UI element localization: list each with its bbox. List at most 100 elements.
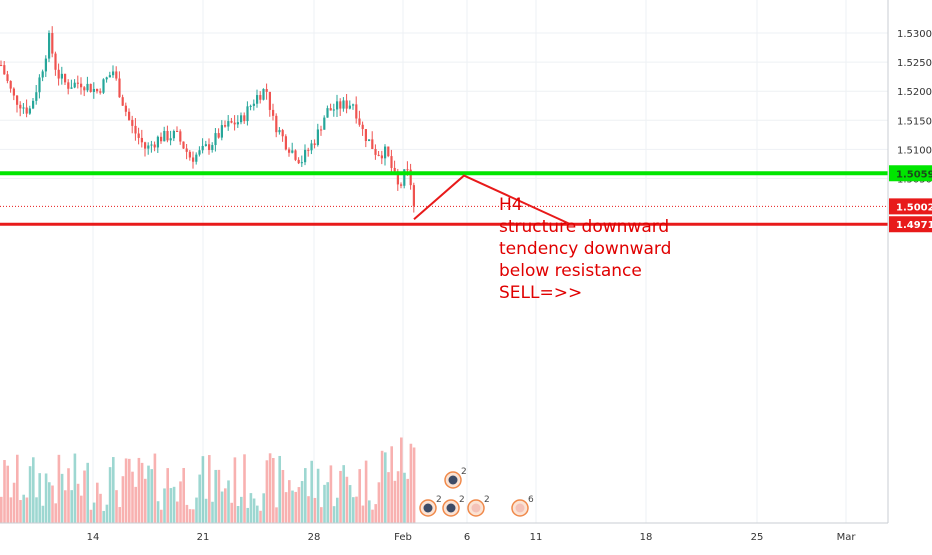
- candle-body: [73, 82, 76, 88]
- volume-bar: [262, 493, 265, 523]
- candle-body: [316, 129, 319, 145]
- candle-body: [115, 71, 118, 79]
- volume-bar: [70, 490, 73, 523]
- volume-bar: [208, 455, 211, 523]
- current-price-label: 1.49714: [896, 220, 932, 231]
- volume-bar: [348, 485, 352, 523]
- candle-body: [57, 69, 60, 79]
- annotation-line: H4: [499, 195, 523, 215]
- annotation-line: tendency downward: [499, 239, 671, 259]
- volume-bar: [156, 501, 160, 523]
- volume-bar: [294, 491, 297, 523]
- candle-body: [339, 101, 342, 109]
- x-tick-label: Feb: [394, 532, 412, 543]
- volume-bar: [256, 505, 259, 523]
- x-tick-label: 18: [640, 532, 653, 543]
- volume-bar: [92, 502, 96, 523]
- volume-bar: [361, 505, 365, 523]
- volume-bar: [182, 467, 185, 523]
- candle-body: [297, 159, 300, 164]
- volume-bar: [380, 450, 384, 523]
- candle-body: [284, 136, 287, 150]
- volume-bar: [195, 497, 198, 523]
- volume-bar: [393, 480, 397, 523]
- candle-body: [268, 91, 271, 110]
- volume-bar: [86, 462, 89, 523]
- candle-body: [214, 133, 217, 146]
- candle-body: [35, 92, 38, 101]
- candle-body: [208, 144, 211, 151]
- candle-body: [313, 143, 316, 145]
- volume-bar: [121, 476, 125, 523]
- candle-body: [304, 149, 307, 163]
- candle-body: [393, 167, 396, 172]
- candle-body: [252, 103, 255, 106]
- price-axis-background: [888, 0, 932, 550]
- candle-body: [118, 78, 121, 98]
- volume-bar: [310, 460, 313, 523]
- candle-body: [44, 58, 47, 72]
- candle-body: [323, 117, 326, 130]
- volume-bar: [355, 496, 358, 523]
- candle-body: [281, 130, 284, 137]
- volume-bar: [163, 488, 166, 523]
- volume-bar: [188, 509, 192, 523]
- candle-body: [185, 148, 188, 152]
- volume-bar: [96, 482, 99, 523]
- candle-body: [32, 100, 35, 109]
- candle-body: [9, 80, 12, 89]
- candle-body: [153, 144, 156, 148]
- candle-body: [224, 125, 227, 127]
- volume-bar: [137, 457, 141, 523]
- volume-bar: [41, 505, 45, 523]
- volume-bar: [224, 488, 227, 523]
- volume-bar: [60, 473, 64, 523]
- volume-bar: [387, 472, 390, 523]
- candle-body: [259, 95, 262, 100]
- candle-body: [355, 104, 358, 119]
- volume-bar: [105, 504, 109, 523]
- volume-bar: [54, 503, 57, 523]
- volume-bar: [16, 454, 19, 523]
- volume-bar: [268, 453, 272, 523]
- candle-body: [409, 169, 412, 186]
- volume-bar: [249, 493, 253, 523]
- candle-body: [166, 130, 169, 141]
- volume-bar: [288, 480, 291, 523]
- volume-bar: [99, 493, 102, 523]
- volume-bar: [108, 467, 112, 523]
- volume-bar: [400, 437, 403, 523]
- candle-body: [144, 142, 147, 149]
- volume-bar: [176, 501, 179, 523]
- candle-body: [332, 109, 335, 111]
- volume-bar: [336, 497, 339, 523]
- candle-body: [105, 77, 108, 80]
- annotation-line: below resistance: [499, 261, 642, 281]
- volume-bar: [169, 488, 173, 523]
- candle-body: [192, 157, 195, 162]
- candle-body: [307, 149, 310, 151]
- volume-bar: [265, 460, 269, 523]
- volume-bar: [230, 502, 233, 523]
- candle-body: [179, 131, 182, 142]
- volume-bar: [128, 458, 131, 523]
- volume-bar: [150, 469, 153, 523]
- event-badges[interactable]: 2 2 2 6 2: [419, 467, 534, 517]
- candle-body: [291, 150, 294, 153]
- volume-bar: [320, 507, 323, 523]
- volume-bar: [6, 465, 9, 523]
- volume-bar: [214, 469, 217, 523]
- candle-body: [102, 79, 105, 93]
- y-tick-label: 1.53000: [897, 29, 932, 40]
- volume-bar: [38, 473, 41, 523]
- volume-bar: [3, 460, 6, 523]
- volume-bar: [281, 469, 285, 523]
- x-tick-label: 28: [308, 532, 321, 543]
- volume-bar: [304, 468, 307, 523]
- x-tick-label: 25: [751, 532, 764, 543]
- time-axis[interactable]: 14 21 28 Feb 6 11 18 25 Mar: [87, 532, 857, 543]
- volume-bar: [403, 472, 406, 523]
- volume-bar: [22, 494, 25, 523]
